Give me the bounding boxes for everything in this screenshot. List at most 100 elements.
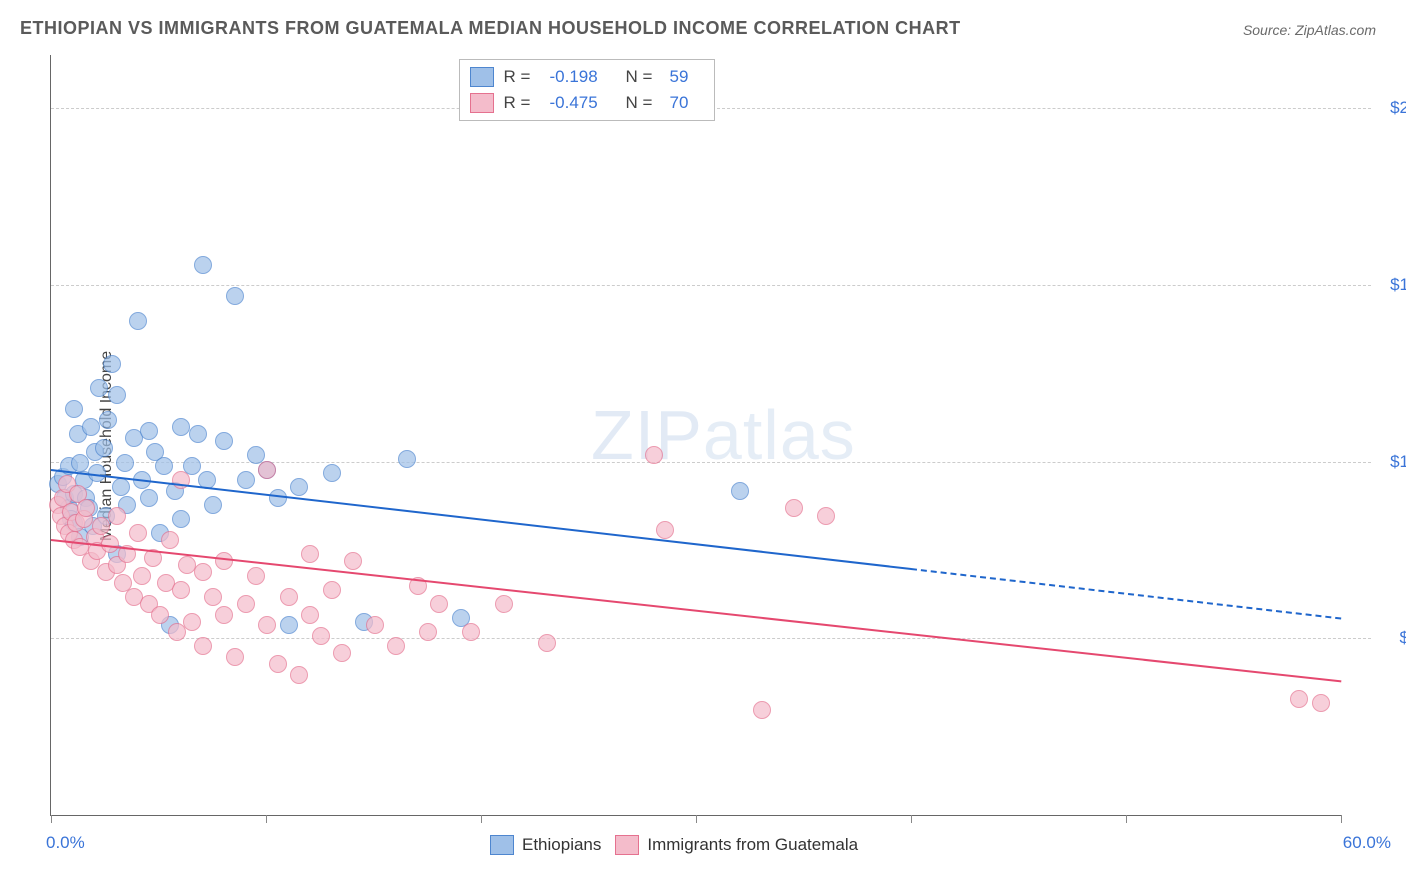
data-point xyxy=(116,454,134,472)
trend-line xyxy=(911,568,1341,619)
data-point xyxy=(226,648,244,666)
data-point xyxy=(731,482,749,500)
data-point xyxy=(108,507,126,525)
data-point xyxy=(538,634,556,652)
series-legend: Ethiopians Immigrants from Guatemala xyxy=(490,835,858,855)
correlation-legend: R = -0.198 N = 59 R = -0.475 N = 70 xyxy=(459,59,715,121)
chart-title: ETHIOPIAN VS IMMIGRANTS FROM GUATEMALA M… xyxy=(20,18,961,39)
data-point xyxy=(333,644,351,662)
data-point xyxy=(82,418,100,436)
data-point xyxy=(290,478,308,496)
legend-swatch xyxy=(470,67,494,87)
data-point xyxy=(237,471,255,489)
data-point xyxy=(183,613,201,631)
data-point xyxy=(108,386,126,404)
data-point xyxy=(172,581,190,599)
y-tick-label: $100,000 xyxy=(1361,452,1406,472)
data-point xyxy=(785,499,803,517)
data-point xyxy=(172,418,190,436)
data-point xyxy=(323,581,341,599)
data-point xyxy=(753,701,771,719)
data-point xyxy=(1290,690,1308,708)
data-point xyxy=(215,606,233,624)
data-point xyxy=(215,552,233,570)
data-point xyxy=(226,287,244,305)
data-point xyxy=(112,478,130,496)
x-tick xyxy=(911,815,912,823)
legend-swatch xyxy=(470,93,494,113)
data-point xyxy=(1312,694,1330,712)
legend-item: Ethiopians xyxy=(490,835,601,855)
r-label: R = xyxy=(504,93,540,113)
y-tick-label: $50,000 xyxy=(1361,628,1406,648)
data-point xyxy=(194,256,212,274)
data-point xyxy=(65,400,83,418)
data-point xyxy=(387,637,405,655)
gridline xyxy=(51,285,1371,286)
x-tick xyxy=(1341,815,1342,823)
data-point xyxy=(172,510,190,528)
data-point xyxy=(103,355,121,373)
data-point xyxy=(129,524,147,542)
data-point xyxy=(90,379,108,397)
data-point xyxy=(92,517,110,535)
data-point xyxy=(129,312,147,330)
y-tick-label: $200,000 xyxy=(1361,98,1406,118)
data-point xyxy=(133,567,151,585)
data-point xyxy=(194,637,212,655)
data-point xyxy=(215,432,233,450)
gridline xyxy=(51,638,1371,639)
data-point xyxy=(99,411,117,429)
data-point xyxy=(194,563,212,581)
r-value: -0.475 xyxy=(550,93,616,113)
x-end-label: 60.0% xyxy=(1343,833,1391,853)
source-label: Source: ZipAtlas.com xyxy=(1243,22,1376,38)
data-point xyxy=(280,616,298,634)
legend-swatch xyxy=(490,835,514,855)
plot-area: ZIPatlas $50,000$100,000$150,000$200,000… xyxy=(50,55,1341,816)
data-point xyxy=(204,496,222,514)
data-point xyxy=(323,464,341,482)
r-label: R = xyxy=(504,67,540,87)
x-tick xyxy=(481,815,482,823)
n-value: 59 xyxy=(670,67,704,87)
data-point xyxy=(817,507,835,525)
legend-text: Immigrants from Guatemala xyxy=(647,835,858,855)
data-point xyxy=(290,666,308,684)
data-point xyxy=(258,616,276,634)
data-point xyxy=(312,627,330,645)
x-tick xyxy=(266,815,267,823)
legend-text: Ethiopians xyxy=(522,835,601,855)
data-point xyxy=(161,531,179,549)
data-point xyxy=(280,588,298,606)
data-point xyxy=(398,450,416,468)
data-point xyxy=(247,567,265,585)
x-tick xyxy=(51,815,52,823)
data-point xyxy=(301,606,319,624)
n-label: N = xyxy=(626,67,660,87)
data-point xyxy=(151,606,169,624)
legend-swatch xyxy=(615,835,639,855)
data-point xyxy=(430,595,448,613)
x-tick xyxy=(1126,815,1127,823)
n-value: 70 xyxy=(670,93,704,113)
data-point xyxy=(656,521,674,539)
data-point xyxy=(495,595,513,613)
data-point xyxy=(140,489,158,507)
y-tick-label: $150,000 xyxy=(1361,275,1406,295)
n-label: N = xyxy=(626,93,660,113)
r-value: -0.198 xyxy=(550,67,616,87)
watermark: ZIPatlas xyxy=(591,395,856,475)
data-point xyxy=(258,461,276,479)
legend-row: R = -0.475 N = 70 xyxy=(470,90,704,116)
data-point xyxy=(204,588,222,606)
data-point xyxy=(155,457,173,475)
legend-item: Immigrants from Guatemala xyxy=(615,835,858,855)
data-point xyxy=(237,595,255,613)
legend-row: R = -0.198 N = 59 xyxy=(470,64,704,90)
data-point xyxy=(189,425,207,443)
data-point xyxy=(95,439,113,457)
data-point xyxy=(269,655,287,673)
x-tick xyxy=(696,815,697,823)
data-point xyxy=(366,616,384,634)
